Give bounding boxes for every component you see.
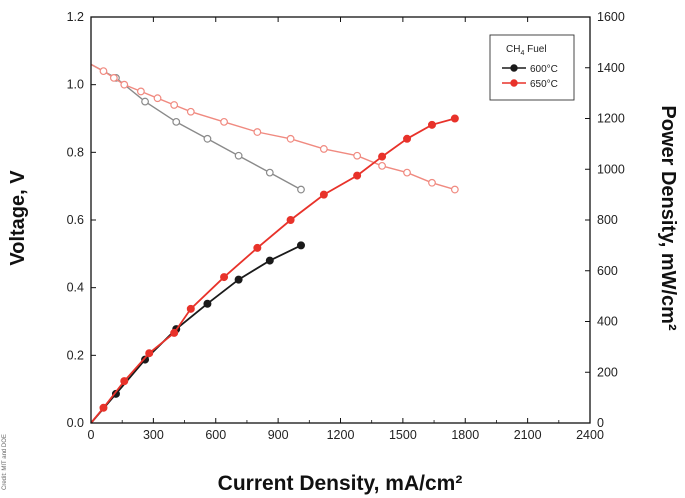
data-point [427, 120, 436, 129]
data-point [145, 349, 154, 358]
data-point [286, 134, 295, 143]
data-point [172, 117, 181, 126]
y-right-tick-label: 800 [597, 213, 618, 227]
y-right-tick-label: 1600 [597, 10, 625, 24]
x-axis-title: Current Density, mA/cm² [218, 472, 463, 495]
data-series [90, 63, 459, 424]
data-point [120, 80, 129, 89]
x-tick-label: 1500 [389, 428, 417, 442]
data-point [220, 273, 229, 282]
data-point [378, 161, 386, 170]
data-point [141, 355, 150, 364]
data-point [153, 94, 162, 103]
x-tick-label: 1200 [327, 428, 355, 442]
data-point [203, 299, 212, 308]
x-tick-label: 2400 [576, 428, 604, 442]
x-tick-label: 900 [268, 428, 289, 442]
y-right-tick-label: 1200 [597, 112, 625, 126]
x-tick-label: 0 [88, 428, 95, 442]
y-right-tick-label: 400 [597, 315, 618, 329]
data-point [99, 67, 108, 76]
x-tick-label: 1800 [451, 428, 479, 442]
series-line [90, 117, 456, 424]
y-left-tick-label: 0.8 [67, 145, 84, 159]
series-650-power [90, 114, 459, 424]
y-left-tick-label: 0.6 [67, 213, 84, 227]
data-point [220, 117, 228, 126]
data-point [403, 134, 412, 143]
data-point [186, 107, 195, 116]
data-point [170, 328, 179, 337]
legend-entry: 650°C [502, 79, 558, 90]
legend-marker [510, 64, 518, 72]
data-point [286, 216, 295, 225]
data-point [234, 151, 243, 160]
data-point [378, 152, 387, 161]
data-point [265, 168, 274, 177]
data-point [319, 190, 328, 199]
y-right-axis-title: Power Density, mW/cm² [657, 105, 679, 331]
y-right-tick-label: 200 [597, 365, 618, 379]
data-point [428, 178, 436, 187]
data-point [109, 73, 118, 82]
data-point [136, 87, 145, 96]
data-point [319, 145, 328, 153]
y-right-tick-label: 1400 [597, 61, 625, 75]
data-point [141, 97, 149, 106]
y-left-axis-title: Voltage, V [7, 170, 29, 266]
series-line [90, 244, 302, 424]
y-left-tick-label: 0.2 [67, 348, 84, 362]
data-point [253, 243, 262, 252]
side-credit-text: Credit: MIT and DOE [2, 434, 8, 490]
legend-entries: 600°C 650°C [502, 64, 558, 90]
series-650-voltage [90, 63, 459, 194]
data-point [353, 151, 362, 160]
y-right-tick-label: 1000 [597, 162, 625, 176]
data-point [450, 114, 459, 123]
data-point [203, 134, 212, 143]
x-tick-label: 600 [205, 428, 226, 442]
x-tick-label: 300 [143, 428, 164, 442]
tick-labels: 0 300 600 900 1200 1500 1800 2100 2400 0.0 0.2 0.4 0… [67, 10, 625, 442]
data-point [170, 101, 179, 109]
data-point [353, 171, 362, 180]
data-point [253, 128, 262, 136]
data-point [234, 275, 243, 284]
y-right-tick-label: 0 [597, 416, 604, 430]
data-point [99, 403, 108, 412]
legend-label: 650°C [530, 79, 558, 90]
data-point [186, 304, 195, 313]
x-tick-label: 2100 [514, 428, 542, 442]
y-right-tick-label: 600 [597, 264, 618, 278]
data-point [120, 377, 129, 386]
y-left-tick-label: 0.4 [67, 281, 84, 295]
series-600-power [90, 241, 305, 424]
legend-label: 600°C [530, 64, 558, 75]
legend: CH4 Fuel 600°C 650°C [489, 34, 575, 101]
data-point [403, 168, 411, 177]
data-point [296, 241, 305, 250]
data-point [297, 185, 305, 194]
plot-area-frame [90, 16, 591, 424]
y-left-tick-label: 1.0 [67, 78, 84, 92]
y-left-tick-label: 0.0 [67, 416, 84, 430]
legend-title: CH4 Fuel [506, 44, 547, 57]
legend-entry: 600°C [502, 64, 558, 75]
data-point [265, 256, 274, 265]
y-left-tick-label: 1.2 [67, 10, 84, 24]
legend-marker [510, 79, 518, 87]
data-point [450, 185, 459, 194]
